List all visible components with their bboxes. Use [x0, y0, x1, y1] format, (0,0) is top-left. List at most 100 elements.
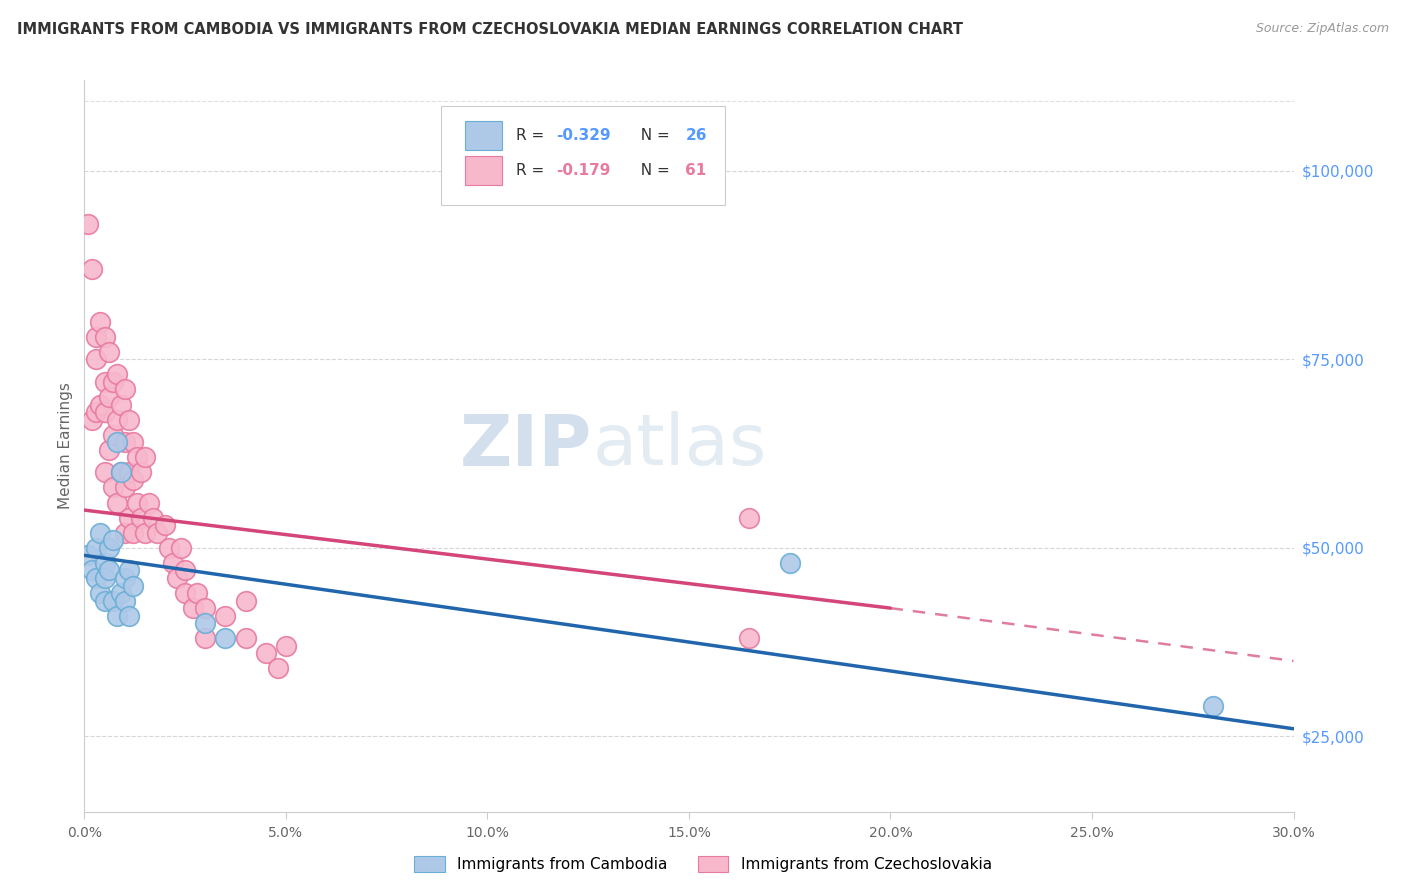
Point	[77, 217, 100, 231]
Point	[235, 593, 257, 607]
Point	[170, 541, 193, 555]
Point	[93, 466, 115, 480]
Point	[134, 450, 156, 465]
Point	[114, 480, 136, 494]
Point	[174, 586, 197, 600]
Point	[738, 632, 761, 646]
Point	[114, 571, 136, 585]
Point	[125, 450, 148, 465]
Point	[118, 466, 141, 480]
Point	[114, 593, 136, 607]
FancyBboxPatch shape	[441, 106, 725, 204]
Text: 26: 26	[685, 128, 707, 143]
Point	[235, 632, 257, 646]
Point	[105, 495, 128, 509]
Point	[110, 466, 132, 480]
Point	[121, 578, 143, 592]
Text: N =: N =	[631, 128, 675, 143]
Point	[129, 466, 152, 480]
Point	[97, 442, 120, 457]
Point	[93, 375, 115, 389]
Point	[93, 556, 115, 570]
Point	[105, 412, 128, 426]
Legend: Immigrants from Cambodia, Immigrants from Czechoslovakia: Immigrants from Cambodia, Immigrants fro…	[406, 848, 1000, 880]
Point	[101, 533, 124, 548]
Point	[166, 571, 188, 585]
Text: -0.179: -0.179	[555, 162, 610, 178]
Text: Source: ZipAtlas.com: Source: ZipAtlas.com	[1256, 22, 1389, 36]
Point	[86, 329, 108, 343]
Point	[82, 563, 104, 577]
Point	[118, 563, 141, 577]
Point	[779, 556, 801, 570]
Point	[142, 510, 165, 524]
Point	[153, 518, 176, 533]
Point	[89, 586, 111, 600]
Point	[93, 593, 115, 607]
Point	[114, 435, 136, 450]
Point	[186, 586, 208, 600]
Point	[114, 383, 136, 397]
Point	[1202, 699, 1225, 714]
Point	[254, 646, 277, 660]
Text: 61: 61	[685, 162, 707, 178]
Point	[77, 549, 100, 563]
Point	[125, 495, 148, 509]
Point	[181, 601, 204, 615]
Text: IMMIGRANTS FROM CAMBODIA VS IMMIGRANTS FROM CZECHOSLOVAKIA MEDIAN EARNINGS CORRE: IMMIGRANTS FROM CAMBODIA VS IMMIGRANTS F…	[17, 22, 963, 37]
Point	[194, 632, 217, 646]
Point	[89, 315, 111, 329]
Point	[97, 390, 120, 404]
Point	[93, 571, 115, 585]
Point	[118, 608, 141, 623]
Point	[110, 586, 132, 600]
Point	[97, 344, 120, 359]
Point	[86, 405, 108, 419]
Text: R =: R =	[516, 128, 550, 143]
Point	[267, 661, 290, 675]
Point	[105, 608, 128, 623]
Point	[110, 398, 132, 412]
FancyBboxPatch shape	[465, 155, 502, 185]
Point	[82, 261, 104, 276]
FancyBboxPatch shape	[465, 120, 502, 150]
Point	[146, 525, 169, 540]
Point	[105, 368, 128, 382]
Point	[101, 375, 124, 389]
Point	[93, 329, 115, 343]
Y-axis label: Median Earnings: Median Earnings	[58, 383, 73, 509]
Point	[121, 473, 143, 487]
Point	[97, 541, 120, 555]
Point	[82, 412, 104, 426]
Point	[157, 541, 180, 555]
Point	[194, 616, 217, 631]
Text: N =: N =	[631, 162, 675, 178]
Point	[89, 398, 111, 412]
Point	[97, 563, 120, 577]
Text: ZIP: ZIP	[460, 411, 592, 481]
Point	[162, 556, 184, 570]
Point	[118, 412, 141, 426]
Point	[214, 608, 236, 623]
Point	[101, 480, 124, 494]
Point	[274, 639, 297, 653]
Point	[105, 435, 128, 450]
Point	[174, 563, 197, 577]
Point	[114, 525, 136, 540]
Point	[93, 405, 115, 419]
Point	[86, 571, 108, 585]
Point	[86, 541, 108, 555]
Point	[134, 525, 156, 540]
Point	[101, 427, 124, 442]
Point	[110, 466, 132, 480]
Point	[738, 510, 761, 524]
Point	[138, 495, 160, 509]
Point	[121, 525, 143, 540]
Point	[214, 632, 236, 646]
Point	[86, 352, 108, 367]
Text: -0.329: -0.329	[555, 128, 610, 143]
Point	[118, 510, 141, 524]
Text: R =: R =	[516, 162, 550, 178]
Point	[101, 593, 124, 607]
Point	[194, 601, 217, 615]
